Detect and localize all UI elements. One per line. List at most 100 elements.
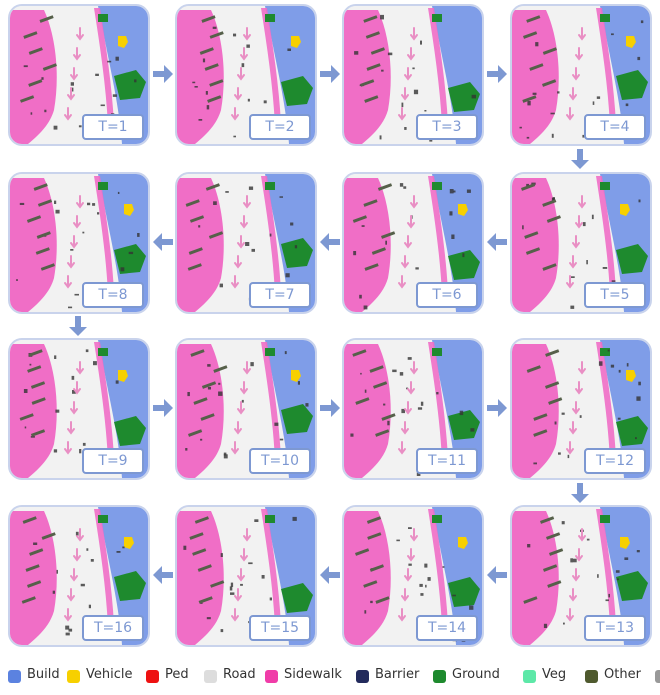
legend-swatch (204, 670, 217, 683)
legend-swatch (585, 670, 598, 683)
frame-15: T=15 (175, 505, 317, 647)
legend-swatch (67, 670, 80, 683)
arrow-icon (487, 566, 507, 584)
scene-map (344, 174, 482, 312)
trajectory-arrow-icon (566, 441, 574, 455)
trajectory-arrow-icon (572, 67, 580, 81)
frame-9: T=9 (8, 338, 150, 480)
legend-label: Ped (165, 667, 189, 682)
scene-map (177, 340, 315, 478)
trajectory-arrow-icon (73, 548, 81, 562)
time-label: T=4 (584, 114, 646, 140)
trajectory-arrow-icon (237, 67, 245, 81)
trajectory-arrow-icon (76, 195, 84, 209)
trajectory-arrow-icon (231, 275, 239, 289)
trajectory-arrow-icon (243, 195, 251, 209)
frame-7: T=7 (175, 172, 317, 314)
trajectory-arrow-icon (569, 255, 577, 269)
trajectory-arrow-icon (243, 361, 251, 375)
trajectory-arrow-icon (398, 107, 406, 121)
trajectory-arrow-icon (578, 528, 586, 542)
time-label: T=12 (584, 448, 646, 474)
arrow-icon (319, 566, 340, 584)
time-label: T=1 (82, 114, 144, 140)
trajectory-arrow-icon (407, 47, 415, 61)
arrow-icon (152, 399, 173, 417)
trajectory-arrow-icon (67, 87, 75, 101)
time-label: T=11 (416, 448, 478, 474)
trajectory-arrow-icon (240, 215, 248, 229)
arrow-icon (152, 233, 173, 251)
trajectory-arrow-icon (404, 568, 412, 582)
trajectory-arrow-icon (240, 548, 248, 562)
trajectory-arrow-icon (231, 107, 239, 121)
frame-5: T=5 (510, 172, 652, 314)
trajectory-arrow-icon (404, 235, 412, 249)
scene-map (512, 340, 650, 478)
trajectory-arrow-icon (410, 195, 418, 209)
legend-swatch (8, 670, 21, 683)
time-label: T=3 (416, 114, 478, 140)
arrow-icon (152, 65, 173, 83)
trajectory-arrow-icon (410, 361, 418, 375)
trajectory-arrow-icon (237, 568, 245, 582)
trajectory-arrow-icon (572, 235, 580, 249)
trajectory-arrow-icon (398, 608, 406, 622)
trajectory-arrow-icon (234, 255, 242, 269)
arrow-icon (319, 399, 340, 417)
trajectory-arrow-icon (231, 608, 239, 622)
legend-swatch (433, 670, 446, 683)
legend: Build Vehicle Ped Road Sidewalk Barrier Ground… (8, 664, 660, 688)
arrow-icon (152, 566, 173, 584)
trajectory-arrow-icon (398, 441, 406, 455)
trajectory-arrow-icon (569, 87, 577, 101)
trajectory-arrow-icon (572, 401, 580, 415)
time-label: T=13 (584, 615, 646, 641)
legend-swatch (146, 670, 159, 683)
trajectory-arrow-icon (575, 215, 583, 229)
trajectory-arrow-icon (67, 421, 75, 435)
frame-3: T=3 (342, 4, 484, 146)
trajectory-arrow-icon (243, 528, 251, 542)
time-label: T=2 (249, 114, 311, 140)
trajectory-arrow-icon (575, 548, 583, 562)
trajectory-arrow-icon (234, 588, 242, 602)
legend-swatch (655, 670, 660, 683)
trajectory-arrow-icon (578, 361, 586, 375)
trajectory-arrow-icon (566, 608, 574, 622)
legend-label: Road (223, 667, 256, 682)
arrow-icon (487, 399, 507, 417)
legend-label: Other (604, 667, 641, 682)
frame-14: T=14 (342, 505, 484, 647)
trajectory-arrow-icon (410, 528, 418, 542)
trajectory-arrow-icon (70, 568, 78, 582)
frame-12: T=12 (510, 338, 652, 480)
time-label: T=8 (82, 282, 144, 308)
trajectory-arrow-icon (64, 107, 72, 121)
trajectory-arrow-icon (73, 215, 81, 229)
trajectory-arrow-icon (401, 87, 409, 101)
trajectory-arrow-icon (401, 255, 409, 269)
scene-map (10, 174, 148, 312)
trajectory-arrow-icon (234, 421, 242, 435)
scene-map (10, 6, 148, 144)
legend-label: Veg (542, 667, 567, 682)
trajectory-arrow-icon (234, 87, 242, 101)
legend-label: Sidewalk (284, 667, 342, 682)
frame-16: T=16 (8, 505, 150, 647)
trajectory-arrow-icon (572, 568, 580, 582)
trajectory-arrow-icon (67, 588, 75, 602)
time-label: T=5 (584, 282, 646, 308)
trajectory-arrow-icon (401, 588, 409, 602)
trajectory-arrow-icon (410, 27, 418, 41)
time-label: T=7 (249, 282, 311, 308)
frame-1: T=1 (8, 4, 150, 146)
frame-6: T=6 (342, 172, 484, 314)
arrow-icon (571, 482, 589, 503)
trajectory-arrow-icon (404, 67, 412, 81)
legend-swatch (265, 670, 278, 683)
scene-map (512, 174, 650, 312)
legend-label: Barrier (375, 667, 420, 682)
trajectory-arrow-icon (70, 235, 78, 249)
trajectory-arrow-icon (76, 361, 84, 375)
